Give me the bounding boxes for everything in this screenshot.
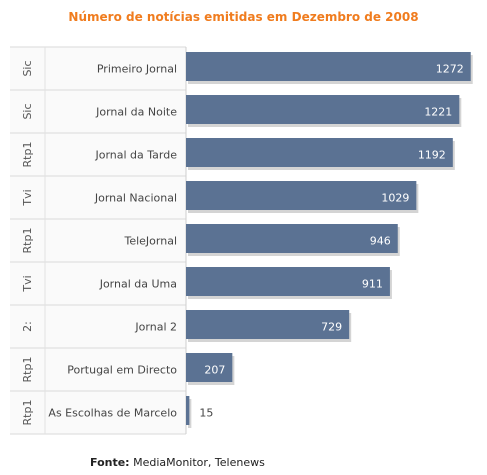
group-label: Rtp1	[21, 357, 34, 383]
category-label: Jornal 2	[134, 321, 177, 334]
group-label: Tvi	[21, 189, 34, 206]
value-label: 1272	[436, 63, 464, 76]
group-label: Rtp1	[21, 142, 34, 168]
source-note: Fonte: MediaMonitor, Telenews	[90, 456, 265, 469]
chart-title: Número de notícias emitidas em Dezembro …	[68, 10, 419, 24]
bar	[186, 310, 350, 339]
bar	[186, 396, 190, 425]
bar	[186, 224, 398, 253]
value-label: 1029	[381, 192, 409, 205]
chart-bars	[186, 52, 473, 428]
group-label: Sic	[21, 60, 34, 76]
value-label: 1221	[424, 106, 452, 119]
category-label: Primeiro Jornal	[97, 63, 177, 76]
category-label: TeleJornal	[123, 235, 177, 248]
label-panel	[10, 47, 186, 434]
value-label: 207	[204, 364, 225, 377]
category-label: Jornal da Uma	[99, 278, 177, 291]
chart-rows	[10, 46, 187, 435]
category-label: Jornal da Tarde	[94, 149, 177, 162]
bar	[186, 353, 233, 382]
group-label: Rtp1	[21, 228, 34, 254]
bar-shadow	[188, 399, 192, 428]
category-label: Portugal em Directo	[67, 364, 177, 377]
bar	[186, 52, 471, 81]
category-label: Jornal Nacional	[94, 192, 177, 205]
bar	[186, 181, 417, 210]
value-label: 729	[321, 321, 342, 334]
group-label: Sic	[21, 103, 34, 119]
value-label: 15	[199, 407, 213, 420]
group-label: Tvi	[21, 275, 34, 292]
bar-chart: Sic Primeiro Jornal 1272 Sic Jornal da Noite…	[10, 46, 473, 435]
group-label: Rtp1	[21, 400, 34, 426]
source-text: MediaMonitor, Telenews	[133, 456, 265, 469]
category-label: Jornal da Noite	[95, 106, 177, 119]
chart-labels: Sic Primeiro Jornal 1272 Sic Jornal da Noite…	[21, 60, 464, 425]
bar	[186, 138, 453, 167]
value-label: 911	[362, 278, 383, 291]
bar	[186, 95, 460, 124]
group-label: 2:	[21, 321, 34, 332]
category-label: As Escolhas de Marcelo	[48, 407, 177, 420]
value-label: 1192	[418, 149, 446, 162]
source-label: Fonte:	[90, 456, 130, 469]
value-label: 946	[370, 235, 391, 248]
bar	[186, 267, 390, 296]
